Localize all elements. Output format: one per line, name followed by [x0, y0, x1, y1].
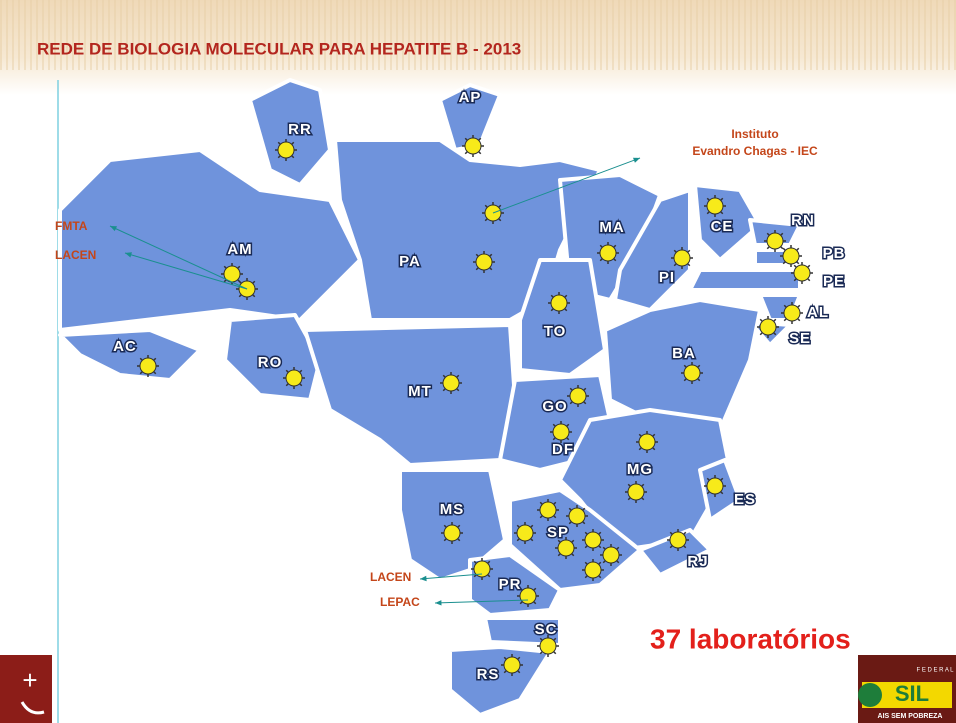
- lab-marker: [550, 294, 568, 312]
- title-band-texture: [0, 0, 956, 70]
- state-label: MS: [440, 501, 465, 518]
- lab-marker: [683, 364, 701, 382]
- arrow-head: [435, 600, 442, 606]
- state-shape: [438, 83, 502, 152]
- logo-circle: [858, 683, 882, 707]
- state-label: SE: [789, 330, 811, 347]
- lab-marker: [569, 387, 587, 405]
- state-label: PA: [399, 253, 421, 270]
- lab-marker: [706, 477, 724, 495]
- lab-marker: [627, 483, 645, 501]
- slide-title: REDE DE BIOLOGIA MOLECULAR PARA HEPATITE…: [37, 39, 521, 58]
- state-label: PE: [823, 273, 845, 290]
- lab-marker: [602, 546, 620, 564]
- markers: [137, 135, 813, 676]
- state-label: MG: [627, 461, 653, 478]
- lab-marker: [557, 539, 575, 557]
- lab-marker: [568, 507, 586, 525]
- state-label: RS: [477, 666, 500, 683]
- annotation: FMTA: [55, 219, 88, 233]
- lab-marker: [766, 232, 784, 250]
- state-shape: [613, 188, 692, 312]
- state-label: RR: [288, 121, 312, 138]
- logo-text: SIL: [895, 681, 929, 706]
- state-label: SC: [535, 621, 558, 638]
- lab-marker: [599, 244, 617, 262]
- state-shape: [303, 323, 517, 467]
- state-label: AC: [113, 338, 137, 355]
- logo-bottom: AIS SEM POBREZA: [878, 713, 943, 720]
- state-label: PI: [659, 269, 675, 286]
- annotation: LEPAC: [380, 595, 420, 609]
- state-label: AP: [459, 89, 482, 106]
- state-label: DF: [552, 441, 574, 458]
- state-shape: [518, 258, 607, 377]
- plus-icon: +: [22, 665, 37, 695]
- lab-marker: [552, 423, 570, 441]
- lab-count: 37 laboratórios: [650, 623, 851, 654]
- arrow-head: [633, 157, 640, 163]
- lab-marker: [516, 524, 534, 542]
- state-label: MT: [408, 383, 432, 400]
- state-label: PB: [823, 245, 846, 262]
- state-label: AM: [227, 241, 252, 258]
- lab-marker: [473, 560, 491, 578]
- lab-marker: [277, 141, 295, 159]
- state-shape: [58, 328, 202, 382]
- arrow-head: [125, 252, 132, 258]
- state-shape: [688, 268, 802, 292]
- state-label: RJ: [687, 553, 708, 570]
- lab-marker: [584, 531, 602, 549]
- state-label: AL: [807, 304, 829, 321]
- lab-marker: [673, 249, 691, 267]
- lab-marker: [539, 637, 557, 655]
- labels: RR AP PA AM AC RO MT MA PI CE RN PB PE AL SE BA TO GO DF MG…: [55, 87, 846, 684]
- state-shape: [448, 645, 552, 717]
- state-label: GO: [542, 398, 567, 415]
- lab-marker: [793, 264, 811, 282]
- state-shape: [248, 78, 332, 187]
- lab-marker: [285, 369, 303, 387]
- lab-marker: [464, 137, 482, 155]
- lab-marker: [706, 197, 724, 215]
- annotation: Evandro Chagas - IEC: [692, 144, 818, 158]
- lab-marker: [519, 587, 537, 605]
- state-label: PR: [499, 576, 522, 593]
- annotation: LACEN: [55, 248, 96, 262]
- state-label: RO: [258, 354, 283, 371]
- annotation-arrow: [434, 599, 529, 604]
- lab-marker: [503, 656, 521, 674]
- lab-marker: [584, 561, 602, 579]
- annotation-arrow: [492, 157, 641, 214]
- state-label: ES: [734, 491, 756, 508]
- lab-marker: [442, 374, 460, 392]
- lab-marker: [669, 531, 687, 549]
- lab-marker: [539, 501, 557, 519]
- lab-marker: [443, 524, 461, 542]
- map: [58, 78, 802, 717]
- state-label: RN: [791, 212, 815, 229]
- arrow-head: [110, 226, 117, 232]
- annotation-arrow: [419, 573, 483, 580]
- annotation-arrow: [124, 252, 248, 290]
- state-shape: [468, 553, 562, 617]
- logo-top: F E D E R A L: [916, 668, 954, 674]
- state-label: SP: [547, 524, 569, 541]
- lab-marker: [782, 247, 800, 265]
- corner-icon: [20, 701, 45, 715]
- state-label: MA: [599, 219, 624, 236]
- lab-marker: [783, 304, 801, 322]
- annotation: Instituto: [731, 127, 778, 141]
- state-label: BA: [672, 345, 696, 362]
- state-label: CE: [711, 218, 734, 235]
- state-label: TO: [544, 323, 567, 340]
- lab-marker: [638, 433, 656, 451]
- annotation-arrow: [109, 225, 248, 290]
- lab-marker: [759, 318, 777, 336]
- lab-marker: [139, 357, 157, 375]
- arrow-head: [420, 575, 427, 582]
- annotation: LACEN: [370, 570, 411, 584]
- lab-marker: [475, 253, 493, 271]
